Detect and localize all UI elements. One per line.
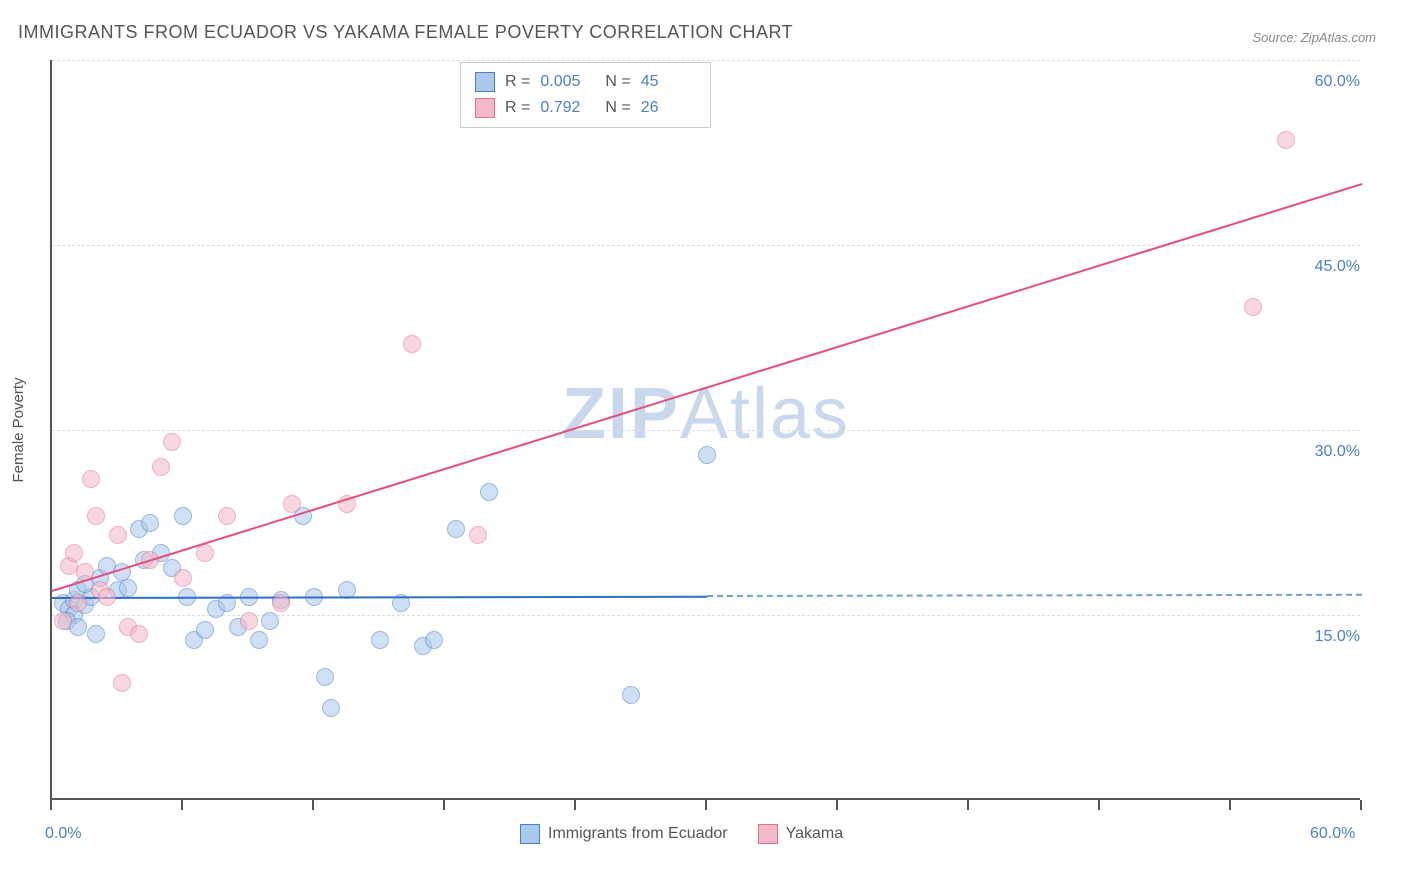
data-point: [87, 507, 105, 525]
x-tick-mark: [574, 800, 576, 810]
y-tick-label: 30.0%: [1290, 443, 1360, 461]
gridline: [52, 430, 1360, 431]
legend-swatch: [475, 72, 495, 92]
data-point: [469, 526, 487, 544]
data-point: [65, 544, 83, 562]
data-point: [119, 579, 137, 597]
n-value: 45: [641, 69, 696, 95]
data-point: [87, 625, 105, 643]
series-legend: Immigrants from Ecuador Yakama: [520, 824, 843, 844]
n-label: N =: [605, 95, 630, 121]
data-point: [622, 686, 640, 704]
r-value: 0.792: [540, 95, 595, 121]
x-tick-label-min: 0.0%: [45, 825, 81, 843]
r-label: R =: [505, 95, 530, 121]
x-tick-mark: [181, 800, 183, 810]
data-point: [82, 470, 100, 488]
data-point: [69, 594, 87, 612]
legend-swatch: [520, 824, 540, 844]
legend-swatch: [758, 824, 778, 844]
data-point: [98, 588, 116, 606]
data-point: [113, 674, 131, 692]
gridline: [52, 60, 1360, 61]
chart-title: IMMIGRANTS FROM ECUADOR VS YAKAMA FEMALE…: [18, 22, 793, 43]
n-label: N =: [605, 69, 630, 95]
r-label: R =: [505, 69, 530, 95]
legend-swatch: [475, 98, 495, 118]
data-point: [283, 495, 301, 513]
trend-line-dashed: [707, 594, 1362, 597]
data-point: [371, 631, 389, 649]
data-point: [130, 625, 148, 643]
data-point: [152, 458, 170, 476]
x-tick-mark: [836, 800, 838, 810]
stats-row: R = 0.792 N = 26: [475, 95, 696, 121]
x-tick-label-max: 60.0%: [1310, 825, 1355, 843]
r-value: 0.005: [540, 69, 595, 95]
trend-line: [52, 595, 707, 598]
data-point: [425, 631, 443, 649]
data-point: [174, 507, 192, 525]
x-tick-mark: [967, 800, 969, 810]
data-point: [240, 612, 258, 630]
data-point: [196, 621, 214, 639]
data-point: [109, 526, 127, 544]
data-point: [163, 433, 181, 451]
legend-label: Yakama: [786, 825, 844, 843]
x-tick-mark: [1098, 800, 1100, 810]
data-point: [218, 507, 236, 525]
x-tick-mark: [705, 800, 707, 810]
x-tick-mark: [443, 800, 445, 810]
n-value: 26: [641, 95, 696, 121]
data-point: [261, 612, 279, 630]
plot-area: ZIPAtlas: [50, 60, 1360, 800]
stats-legend: R = 0.005 N = 45 R = 0.792 N = 26: [460, 62, 711, 128]
data-point: [196, 544, 214, 562]
data-point: [698, 446, 716, 464]
data-point: [54, 612, 72, 630]
data-point: [447, 520, 465, 538]
data-point: [322, 699, 340, 717]
legend-label: Immigrants from Ecuador: [548, 825, 728, 843]
data-point: [250, 631, 268, 649]
data-point: [480, 483, 498, 501]
x-tick-mark: [1360, 800, 1362, 810]
legend-item: Immigrants from Ecuador: [520, 824, 728, 844]
correlation-chart: IMMIGRANTS FROM ECUADOR VS YAKAMA FEMALE…: [0, 0, 1406, 892]
data-point: [141, 514, 159, 532]
y-tick-label: 60.0%: [1290, 73, 1360, 91]
x-tick-mark: [50, 800, 52, 810]
stats-row: R = 0.005 N = 45: [475, 69, 696, 95]
y-axis-label: Female Poverty: [10, 377, 27, 482]
data-point: [1244, 298, 1262, 316]
legend-item: Yakama: [758, 824, 844, 844]
data-point: [1277, 131, 1295, 149]
data-point: [403, 335, 421, 353]
data-point: [316, 668, 334, 686]
x-tick-mark: [312, 800, 314, 810]
y-tick-label: 15.0%: [1290, 628, 1360, 646]
y-tick-label: 45.0%: [1290, 258, 1360, 276]
source-credit: Source: ZipAtlas.com: [1252, 30, 1376, 45]
x-tick-mark: [1229, 800, 1231, 810]
data-point: [174, 569, 192, 587]
data-point: [272, 594, 290, 612]
